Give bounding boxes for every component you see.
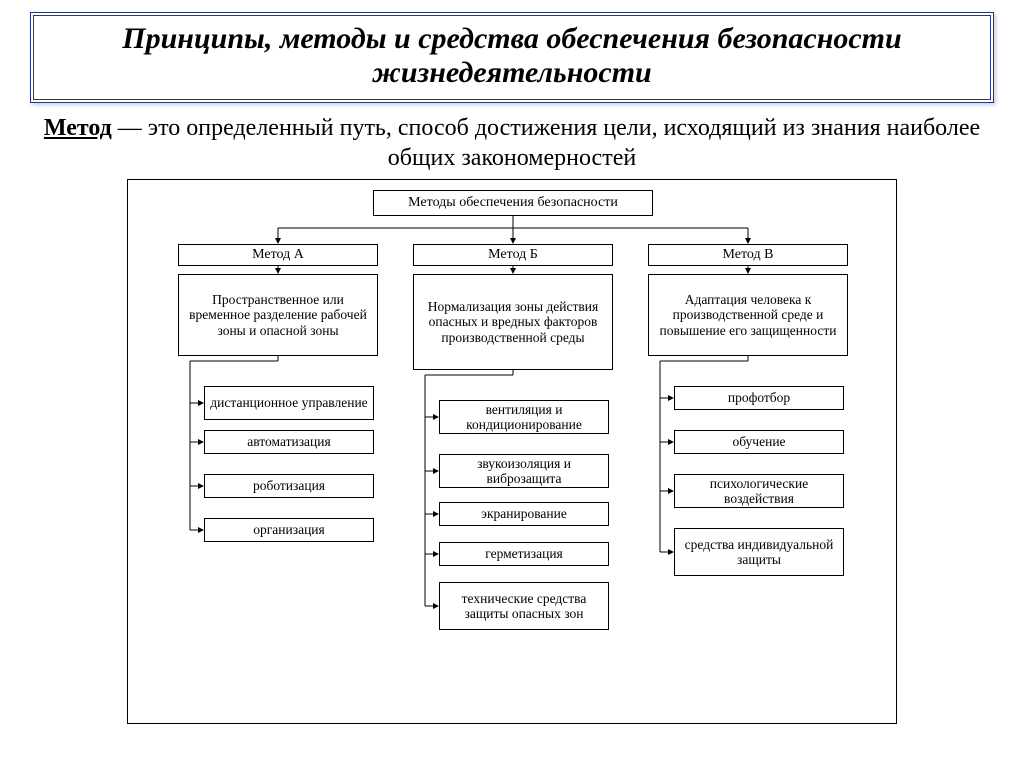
root-node: Методы обеспечения безопасности — [373, 190, 653, 216]
item-b-0: вентиляция и кондиционирование — [439, 400, 609, 434]
item-b-4: технические средства защиты опасных зон — [439, 582, 609, 630]
col-c-head: Метод В — [648, 244, 848, 266]
col-a-head: Метод А — [178, 244, 378, 266]
item-b-1: звукоизоляция и виброзащита — [439, 454, 609, 488]
item-a-0: дистанционное управление — [204, 386, 374, 420]
item-b-2: экранирование — [439, 502, 609, 526]
definition-term: Метод — [44, 115, 112, 141]
item-c-3: средства индивидуальной защиты — [674, 528, 844, 576]
col-c-desc: Адаптация человека к производственной ср… — [648, 274, 848, 356]
slide-title-box: Принципы, методы и средства обеспечения … — [30, 12, 994, 103]
item-c-1: обучение — [674, 430, 844, 454]
item-a-2: роботизация — [204, 474, 374, 498]
item-b-3: герметизация — [439, 542, 609, 566]
col-a-desc: Пространственное или временное разделени… — [178, 274, 378, 356]
item-a-3: организация — [204, 518, 374, 542]
item-c-0: профотбор — [674, 386, 844, 410]
diagram: Методы обеспечения безопасности Метод А … — [127, 179, 897, 724]
item-a-1: автоматизация — [204, 430, 374, 454]
slide-title: Принципы, методы и средства обеспечения … — [54, 22, 970, 89]
col-b-head: Метод Б — [413, 244, 613, 266]
item-c-2: психологические воздействия — [674, 474, 844, 508]
definition-text: — это определенный путь, способ достижен… — [112, 115, 980, 171]
col-b-desc: Нормализация зоны действия опасных и вре… — [413, 274, 613, 370]
definition-paragraph: Метод — это определенный путь, способ до… — [32, 113, 992, 173]
